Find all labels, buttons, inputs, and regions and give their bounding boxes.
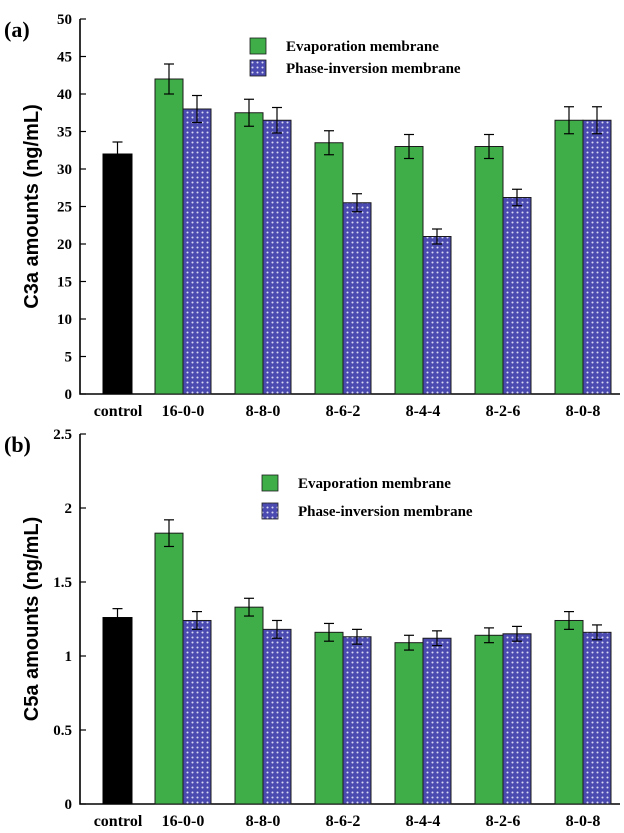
bar-phase-inversion xyxy=(422,236,452,395)
bar-evaporation xyxy=(154,78,184,395)
y-tick-label: 50 xyxy=(57,12,72,28)
bar-phase-inversion xyxy=(582,631,612,805)
legend-swatch-phase-inversion xyxy=(249,59,267,77)
y-tick-label: 2.5 xyxy=(53,427,72,443)
y-tick-label: 40 xyxy=(57,87,72,103)
bar-evaporation xyxy=(234,606,264,805)
bar-phase-inversion xyxy=(342,202,372,395)
y-tick-label: 15 xyxy=(57,275,72,291)
x-category-label: 8-0-8 xyxy=(566,403,601,420)
y-tick-label: 0 xyxy=(65,387,73,403)
bar-evaporation xyxy=(394,642,424,805)
y-tick-label: 1 xyxy=(65,649,73,665)
x-category-label: 8-8-0 xyxy=(246,813,281,830)
y-tick-label: 0.5 xyxy=(53,723,72,739)
bar-evaporation xyxy=(554,619,584,805)
panel-label: (a) xyxy=(4,17,30,42)
x-category-label: control xyxy=(94,813,143,830)
panel-label: (b) xyxy=(4,432,31,457)
bar-phase-inversion xyxy=(262,119,292,395)
legend-label-evaporation: Evaporation membrane xyxy=(298,476,451,492)
y-axis-label: C5a amounts (ng/mL) xyxy=(21,517,43,721)
y-tick-label: 35 xyxy=(57,125,72,141)
x-category-label: 8-6-2 xyxy=(326,403,361,420)
y-tick-label: 30 xyxy=(57,162,72,178)
bar-evaporation xyxy=(554,119,584,395)
bar-evaporation xyxy=(154,532,184,805)
bar-phase-inversion xyxy=(262,628,292,805)
y-tick-label: 5 xyxy=(65,350,73,366)
legend-label-evaporation: Evaporation membrane xyxy=(286,39,439,55)
x-category-label: 16-0-0 xyxy=(162,403,205,420)
bar-phase-inversion xyxy=(502,633,532,805)
bar-evaporation xyxy=(474,634,504,805)
y-tick-label: 25 xyxy=(57,200,72,216)
bar-evaporation xyxy=(314,142,344,395)
bar-evaporation xyxy=(394,146,424,395)
bar-phase-inversion xyxy=(502,197,532,395)
bar-phase-inversion xyxy=(422,637,452,805)
y-tick-label: 0 xyxy=(65,797,73,813)
bar-phase-inversion xyxy=(182,108,212,395)
legend-swatch-evaporation xyxy=(261,474,279,492)
x-category-label: 8-4-4 xyxy=(406,813,441,830)
y-tick-label: 2 xyxy=(65,501,73,517)
x-category-label: 8-0-8 xyxy=(566,813,601,830)
y-axis-label: C3a amounts (ng/mL) xyxy=(21,104,43,308)
x-category-label: 8-6-2 xyxy=(326,813,361,830)
bar-control xyxy=(102,153,133,395)
bar-evaporation xyxy=(314,631,344,805)
legend-swatch-phase-inversion xyxy=(261,502,279,520)
y-tick-label: 45 xyxy=(57,50,72,66)
legend-label-phase-inversion: Phase-inversion membrane xyxy=(286,61,461,77)
panel-a: 0 5 10 15 20 25 30 35 40 45 50 C3a amounts (ng/mL) (… xyxy=(4,12,620,420)
bar-evaporation xyxy=(234,112,264,395)
x-category-label: 16-0-0 xyxy=(162,813,205,830)
x-category-label: 8-4-4 xyxy=(406,403,441,420)
bar-phase-inversion xyxy=(582,119,612,395)
x-category-label: 8-2-6 xyxy=(486,403,521,420)
legend-swatch-evaporation xyxy=(249,37,267,55)
y-tick-label: 20 xyxy=(57,237,72,253)
legend-label-phase-inversion: Phase-inversion membrane xyxy=(298,504,473,520)
y-tick-label: 1.5 xyxy=(53,575,72,591)
x-category-label: control xyxy=(94,403,143,420)
x-category-label: 8-8-0 xyxy=(246,403,281,420)
bar-evaporation xyxy=(474,146,504,395)
x-category-label: 8-2-6 xyxy=(486,813,521,830)
bar-control xyxy=(102,617,133,805)
y-tick-label: 10 xyxy=(57,312,72,328)
panel-b: 0 0.5 1 1.5 2 2.5 C5a amounts (ng/mL) (b) contro… xyxy=(4,427,620,830)
bar-phase-inversion xyxy=(182,619,212,805)
bar-phase-inversion xyxy=(342,636,372,805)
